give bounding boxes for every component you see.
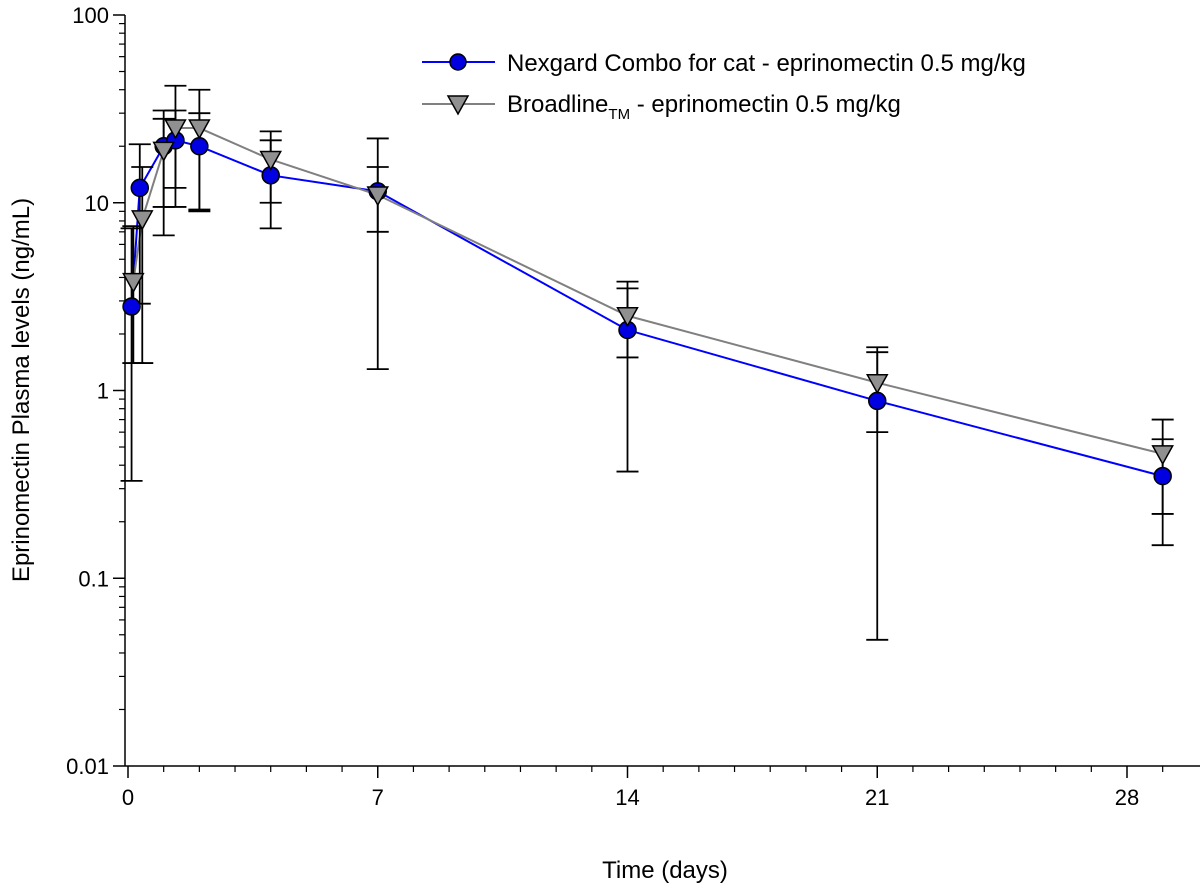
series-2-point bbox=[164, 119, 187, 140]
series-2-point bbox=[188, 119, 211, 140]
x-tick-label: 7 bbox=[372, 785, 384, 810]
series-1-point bbox=[130, 178, 150, 198]
legend-label-nexgard: Nexgard Combo for cat - eprinomectin 0.5… bbox=[507, 50, 1026, 77]
error-bars bbox=[120, 84, 1174, 641]
x-tick-label: 0 bbox=[122, 785, 134, 810]
legend-label-broadline-suffix: - eprinomectin 0.5 mg/kg bbox=[630, 91, 901, 118]
x-tick-label: 21 bbox=[865, 785, 889, 810]
series-1-point bbox=[122, 297, 141, 316]
x-tick-label: 28 bbox=[1115, 785, 1139, 810]
series-lines bbox=[130, 127, 1163, 478]
legend-marker-broadline bbox=[446, 95, 470, 116]
legend-label-broadline-sub: TM bbox=[608, 106, 630, 123]
y-ticks: 0.01 0.1 1 10 100 bbox=[66, 3, 125, 779]
legend-label-broadline: BroadlineTM - eprinomectin 0.5 mg/kg bbox=[507, 91, 901, 123]
y-tick-label: 1 bbox=[97, 379, 109, 404]
y-tick-label: 100 bbox=[72, 3, 109, 28]
series-1-point bbox=[1153, 466, 1172, 486]
series-2-point bbox=[366, 186, 390, 207]
legend: Nexgard Combo for cat - eprinomectin 0.5… bbox=[422, 50, 1026, 123]
series-2-point bbox=[616, 307, 639, 328]
y-tick-label: 0.01 bbox=[66, 754, 109, 779]
y-tick-label: 0.1 bbox=[78, 566, 109, 591]
y-tick-label: 10 bbox=[85, 191, 109, 216]
series-1-point bbox=[190, 136, 209, 156]
legend-label-broadline-name: Broadline bbox=[507, 91, 608, 118]
legend-marker-nexgard bbox=[449, 53, 467, 71]
series-2-point bbox=[130, 210, 154, 231]
x-ticks: 0 7 14 21 28 bbox=[122, 766, 1164, 810]
series-layer bbox=[120, 84, 1174, 641]
series-2-point bbox=[1151, 445, 1174, 466]
y-axis-label: Eprinomectin Plasma levels (ng/mL) bbox=[8, 198, 35, 582]
series-1-line bbox=[130, 139, 1163, 478]
x-axis-label: Time (days) bbox=[602, 857, 728, 884]
series-2-point bbox=[865, 373, 889, 395]
series-2-point bbox=[122, 272, 145, 294]
series-markers bbox=[122, 119, 1174, 486]
x-tick-label: 14 bbox=[615, 785, 639, 810]
series-2-point bbox=[152, 141, 175, 162]
series-2-line bbox=[132, 127, 1163, 455]
series-2-point bbox=[259, 150, 282, 172]
series-1-point bbox=[868, 391, 887, 411]
